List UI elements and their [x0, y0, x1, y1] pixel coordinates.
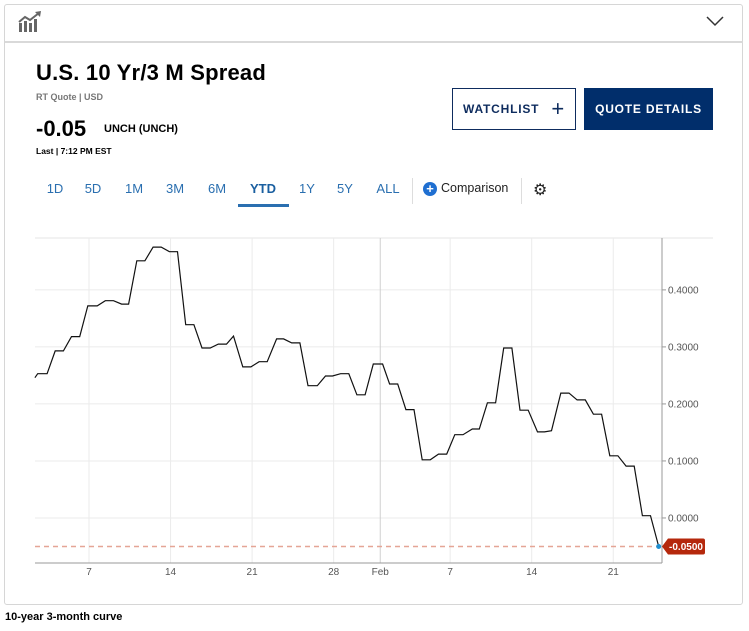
tab-5y[interactable]: 5Y — [337, 181, 353, 196]
x-tick-label: 28 — [328, 567, 340, 578]
tab-separator — [412, 178, 413, 204]
y-tick-label: 0.1000 — [668, 456, 699, 467]
tab-separator — [521, 178, 522, 204]
last-value-label: -0.0500 — [669, 542, 703, 553]
price-change: UNCH (UNCH) — [104, 123, 178, 135]
watchlist-label: WATCHLIST — [463, 102, 540, 116]
y-tick-label: 0.2000 — [668, 399, 699, 410]
x-tick-label: 14 — [526, 567, 538, 578]
tab-3m[interactable]: 3M — [165, 181, 185, 196]
page-title: U.S. 10 Yr/3 M Spread — [36, 60, 267, 85]
x-tick-label: 7 — [86, 567, 92, 578]
active-tab-underline — [238, 204, 289, 207]
plus-icon: + — [551, 96, 565, 121]
x-tick-label: 21 — [608, 567, 620, 578]
last-updated: Last | 7:12 PM EST — [36, 146, 112, 156]
comparison-button[interactable]: Comparison — [441, 181, 509, 195]
quote-details-button[interactable]: QUOTE DETAILS — [584, 88, 713, 130]
tab-1d[interactable]: 1D — [46, 181, 64, 196]
x-tick-label: Feb — [372, 567, 390, 578]
quote-subtitle: RT Quote | USD — [36, 92, 104, 102]
gear-icon[interactable]: ⚙ — [533, 182, 548, 199]
x-tick-label: 21 — [247, 567, 259, 578]
watchlist-button[interactable]: WATCHLIST + — [452, 88, 576, 130]
quote-card — [4, 4, 743, 605]
tab-6m[interactable]: 6M — [207, 181, 227, 196]
x-tick-label: 7 — [447, 567, 453, 578]
x-tick-label: 14 — [165, 567, 177, 578]
add-circle-icon[interactable]: + — [423, 182, 437, 196]
chart-growth-icon[interactable] — [18, 11, 42, 33]
last-value-tag — [662, 538, 705, 555]
last-point-marker — [656, 543, 662, 549]
y-tick-label: 0.3000 — [668, 342, 699, 353]
tab-1m[interactable]: 1M — [124, 181, 144, 196]
series-line — [34, 246, 660, 547]
chevron-down-icon[interactable] — [706, 16, 724, 27]
figure-caption: 10-year 3-month curve — [5, 611, 123, 623]
y-tick-label: 0.0000 — [668, 513, 699, 524]
tab-ytd[interactable]: YTD — [250, 181, 276, 196]
tab-all[interactable]: ALL — [376, 181, 400, 196]
tab-1y[interactable]: 1Y — [299, 181, 315, 196]
tab-5d[interactable]: 5D — [84, 181, 102, 196]
last-price: -0.05 — [36, 116, 87, 141]
y-tick-label: 0.4000 — [668, 285, 699, 296]
header-divider — [5, 41, 743, 43]
